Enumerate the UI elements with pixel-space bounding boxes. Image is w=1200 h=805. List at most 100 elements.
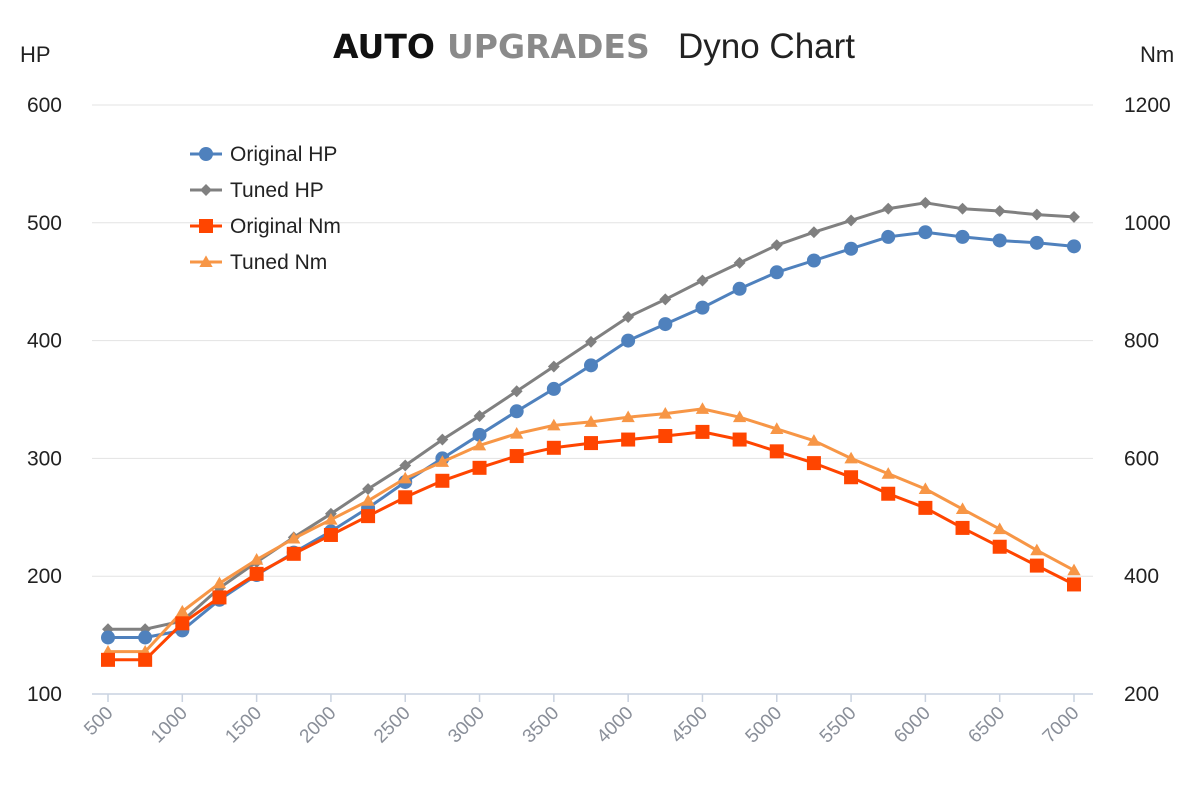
data-point bbox=[658, 406, 672, 419]
data-point bbox=[881, 467, 895, 479]
data-point bbox=[212, 590, 227, 605]
data-point bbox=[435, 455, 450, 467]
data-point bbox=[361, 494, 375, 506]
data-point bbox=[546, 440, 561, 455]
data-point bbox=[807, 226, 820, 239]
data-point bbox=[510, 385, 523, 398]
left-axis-unit-label: HP bbox=[20, 42, 51, 67]
data-point bbox=[249, 566, 264, 581]
data-point bbox=[286, 546, 301, 561]
data-point bbox=[806, 456, 821, 471]
data-point bbox=[1067, 577, 1081, 592]
data-point bbox=[882, 202, 895, 215]
data-point bbox=[807, 434, 821, 446]
x-tick-label: 4500 bbox=[667, 703, 712, 748]
x-tick-label: 500 bbox=[80, 703, 117, 740]
data-point bbox=[1030, 543, 1044, 556]
data-point bbox=[919, 196, 932, 209]
data-point bbox=[473, 410, 486, 422]
data-point bbox=[696, 274, 709, 287]
data-point bbox=[844, 470, 859, 485]
y-tick-label-left: 500 bbox=[27, 212, 62, 235]
data-point bbox=[695, 300, 710, 315]
chart-title-text: Dyno Chart bbox=[678, 27, 855, 66]
y-tick-label-right: 600 bbox=[1124, 447, 1159, 470]
data-point bbox=[844, 241, 859, 256]
y-tick-label-left: 100 bbox=[27, 683, 62, 706]
data-point bbox=[510, 427, 524, 439]
legend: Original HP Tuned HP Original Nm Tuned Nm bbox=[190, 143, 341, 274]
data-point bbox=[547, 360, 560, 373]
data-point bbox=[398, 471, 412, 484]
data-point bbox=[806, 253, 821, 268]
series-line bbox=[108, 430, 1075, 662]
x-tick-label: 3500 bbox=[519, 703, 564, 748]
data-point bbox=[584, 436, 598, 451]
legend-label: Tuned Nm bbox=[230, 251, 327, 274]
y-tick-label-right: 200 bbox=[1124, 683, 1159, 706]
data-point bbox=[769, 444, 784, 459]
y-tick-label-left: 600 bbox=[27, 94, 62, 117]
data-point bbox=[362, 483, 375, 495]
data-point bbox=[695, 424, 710, 439]
data-point bbox=[955, 229, 970, 244]
data-point bbox=[199, 219, 213, 233]
legend-label: Original Nm bbox=[230, 215, 341, 238]
title-brand-primary: AUTO bbox=[333, 27, 435, 66]
data-point bbox=[199, 255, 213, 267]
data-point bbox=[472, 438, 487, 451]
data-point bbox=[732, 410, 747, 423]
data-point bbox=[770, 422, 784, 434]
data-point bbox=[472, 460, 487, 475]
data-point bbox=[956, 202, 969, 215]
data-point bbox=[992, 539, 1007, 554]
series-original-nm bbox=[101, 424, 1081, 667]
x-tick-label: 2000 bbox=[296, 703, 341, 748]
data-point bbox=[249, 553, 264, 565]
data-point bbox=[1067, 563, 1081, 576]
data-point bbox=[918, 500, 933, 515]
data-point bbox=[918, 225, 933, 240]
data-point bbox=[770, 239, 783, 252]
data-point bbox=[695, 402, 710, 414]
data-point bbox=[918, 482, 933, 495]
legend-label: Tuned HP bbox=[230, 179, 324, 202]
legend-item: Original Nm bbox=[190, 215, 341, 238]
y-tick-label-left: 400 bbox=[27, 330, 62, 353]
data-point bbox=[732, 281, 747, 296]
x-tick-label: 1000 bbox=[147, 703, 192, 748]
data-point bbox=[733, 256, 746, 269]
x-tick-label: 3000 bbox=[444, 703, 489, 748]
right-axis-unit-label: Nm bbox=[1140, 42, 1174, 67]
series-original-hp bbox=[101, 225, 1081, 645]
left-y-axis-ticks: 100 200 300 400 500 600 bbox=[27, 94, 62, 706]
right-y-axis-ticks: 200 400 600 800 1000 1200 bbox=[1124, 94, 1171, 706]
data-point bbox=[547, 418, 561, 431]
data-point bbox=[138, 630, 153, 645]
data-point bbox=[584, 358, 598, 373]
data-point bbox=[200, 184, 212, 196]
data-point bbox=[398, 490, 413, 505]
x-tick-label: 5500 bbox=[816, 703, 861, 748]
data-point bbox=[844, 451, 858, 464]
data-point bbox=[323, 527, 338, 542]
data-point bbox=[1067, 239, 1081, 254]
series-lines bbox=[101, 196, 1081, 667]
data-point bbox=[1030, 208, 1043, 221]
data-point bbox=[881, 229, 896, 244]
legend-item: Original HP bbox=[190, 143, 337, 166]
data-point bbox=[175, 604, 189, 617]
data-point bbox=[1068, 210, 1080, 223]
data-point bbox=[1029, 558, 1044, 573]
data-point bbox=[101, 652, 115, 667]
x-tick-label: 6000 bbox=[890, 703, 935, 748]
data-point bbox=[993, 522, 1007, 535]
y-tick-label-left: 300 bbox=[27, 447, 62, 470]
data-point bbox=[881, 486, 896, 501]
data-point bbox=[436, 433, 449, 446]
data-point bbox=[622, 311, 635, 323]
legend-item: Tuned HP bbox=[190, 179, 324, 202]
data-point bbox=[212, 576, 227, 589]
